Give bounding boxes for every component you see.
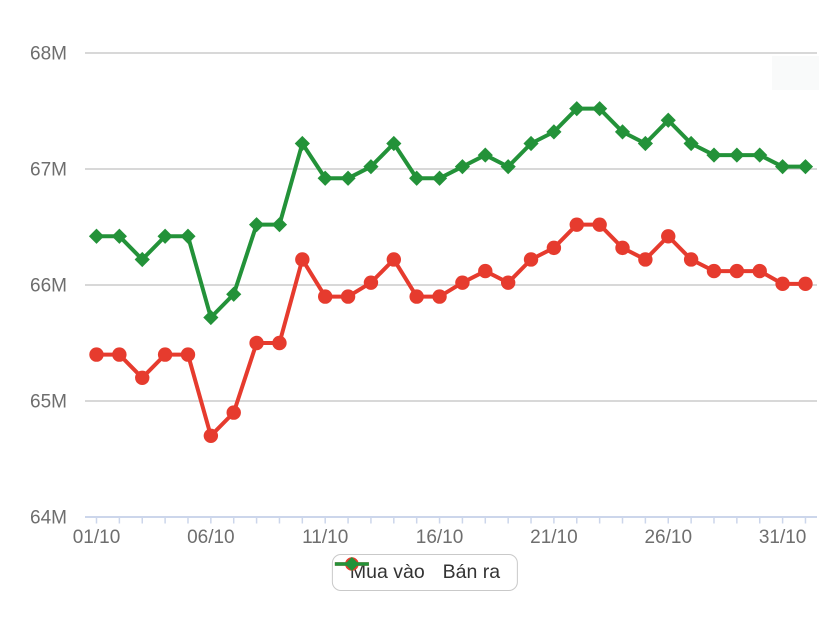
data-point-marker[interactable] [203,309,219,326]
data-point-marker[interactable] [775,276,790,292]
series-line-diamond [94,106,808,320]
data-point-marker[interactable] [363,275,379,290]
data-point-marker[interactable] [638,252,653,267]
data-point-marker[interactable] [431,170,448,186]
y-axis-label: 64M [30,508,67,529]
y-axis-label: 68M [30,44,67,65]
data-point-marker[interactable] [478,263,493,279]
data-point-marker[interactable] [660,112,676,128]
chart-overlay-box [772,56,819,90]
data-point-marker[interactable] [523,135,539,152]
data-point-marker[interactable] [89,347,104,362]
x-axis-label: 16/10 [416,527,464,548]
data-point-marker[interactable] [592,101,608,117]
data-point-marker[interactable] [248,217,265,233]
data-point-marker[interactable] [317,170,333,186]
data-point-marker[interactable] [797,159,814,175]
data-point-marker[interactable] [340,289,356,304]
data-point-marker[interactable] [637,135,653,152]
data-point-marker[interactable] [271,217,288,233]
data-point-marker[interactable] [180,228,196,244]
data-point-marker[interactable] [363,159,379,175]
data-point-marker[interactable] [683,252,699,267]
data-point-marker[interactable] [386,135,402,152]
x-axis-label: 26/10 [644,527,692,548]
data-point-marker[interactable] [409,170,425,186]
series-line-circle [94,222,808,438]
legend-item-label: Mua vào [349,561,425,583]
data-point-marker[interactable] [135,370,150,385]
x-axis-label: 01/10 [73,527,121,548]
data-point-marker[interactable] [752,263,767,279]
data-point-marker[interactable] [569,101,585,117]
data-point-marker[interactable] [249,335,264,351]
data-point-marker[interactable] [775,159,791,175]
data-point-marker[interactable] [111,228,127,244]
data-point-marker[interactable] [294,135,310,152]
data-point-marker[interactable] [615,240,630,256]
data-point-marker[interactable] [409,289,424,304]
data-point-marker[interactable] [226,286,242,302]
data-point-marker[interactable] [500,159,516,175]
data-point-marker[interactable] [295,252,310,267]
data-point-marker[interactable] [477,147,493,163]
legend-item[interactable]: Bán ra [334,557,501,584]
data-point-marker[interactable] [752,147,768,163]
data-point-marker[interactable] [226,405,241,420]
x-axis-label: 11/10 [302,527,348,548]
data-point-marker[interactable] [661,229,676,244]
data-point-marker[interactable] [455,275,470,290]
data-point-marker[interactable] [546,124,562,140]
data-point-marker[interactable] [112,347,127,362]
diamond-marker-icon [334,557,369,571]
data-point-marker[interactable] [614,124,631,140]
data-point-marker[interactable] [569,217,584,232]
data-point-marker[interactable] [180,347,196,362]
data-point-marker[interactable] [706,263,722,279]
data-point-marker[interactable] [203,428,219,443]
data-point-marker[interactable] [272,335,287,351]
y-axis-label: 65M [30,392,67,413]
data-point-marker[interactable] [729,263,745,279]
legend: Mua vào Bán ra [331,554,519,591]
data-point-marker[interactable] [798,276,813,292]
data-point-marker[interactable] [454,159,471,175]
data-point-marker[interactable] [88,228,105,244]
x-axis-label: 21/10 [530,527,578,548]
data-point-marker[interactable] [157,347,173,362]
data-point-marker[interactable] [386,252,402,267]
legend-item-label: Bán ra [442,561,501,583]
x-axis-label: 31/10 [759,527,807,548]
data-point-marker[interactable] [318,289,333,304]
data-point-marker[interactable] [546,240,562,256]
data-point-marker[interactable] [592,217,607,232]
data-point-marker[interactable] [523,252,539,267]
y-axis-label: 67M [30,160,67,181]
y-axis-label: 66M [30,276,67,297]
data-point-marker[interactable] [500,275,516,290]
data-point-marker[interactable] [706,147,722,163]
data-point-marker[interactable] [729,147,745,163]
data-point-marker[interactable] [683,135,699,152]
data-point-marker[interactable] [134,251,150,268]
data-point-marker[interactable] [157,228,173,244]
data-point-marker[interactable] [340,170,356,186]
x-axis-label: 06/10 [187,527,235,548]
data-point-marker[interactable] [432,289,447,304]
